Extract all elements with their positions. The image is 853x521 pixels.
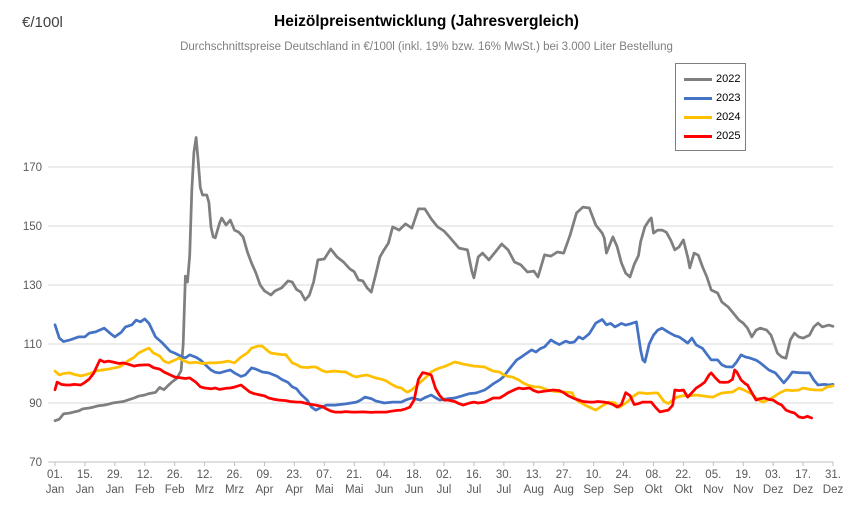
x-axis-tick-label-month: Nov (703, 484, 724, 496)
y-axis-unit-label: €/100l (22, 14, 63, 31)
x-axis-tick-label-day: 19. (735, 469, 751, 481)
legend-item-2025: 2025 (684, 127, 745, 146)
x-axis-tick-label-month: Dez (763, 484, 784, 496)
x-axis-tick-label-day: 12. (197, 469, 213, 481)
x-axis-tick-label-month: Feb (135, 484, 155, 496)
x-axis-tick-label-month: Jun (375, 484, 394, 496)
x-axis-tick-label-month: Sep (583, 484, 603, 496)
x-axis-tick-label-month: Jul (437, 484, 452, 496)
x-axis-tick-label-day: 27. (556, 469, 572, 481)
y-axis-tick-label: 90 (29, 398, 42, 410)
x-axis-tick-label-month: Jan (46, 484, 65, 496)
x-axis-tick-label-day: 17. (795, 469, 811, 481)
x-axis-tick-label-month: Mai (345, 484, 364, 496)
legend-item-2022: 2022 (684, 70, 745, 89)
chart-legend: 2022 2023 2024 2025 (675, 63, 746, 151)
y-axis-tick-label: 130 (23, 280, 42, 292)
x-axis-tick-label-day: 26. (227, 469, 243, 481)
legend-label: 2024 (716, 111, 741, 123)
x-axis-tick-label-day: 07. (316, 469, 332, 481)
x-axis-tick-label-day: 18. (406, 469, 422, 481)
legend-swatch-2023 (684, 96, 712, 101)
x-axis-tick-label-day: 12. (137, 469, 153, 481)
x-axis-tick-label-month: Okt (645, 484, 664, 496)
x-axis-tick-label-day: 05. (705, 469, 721, 481)
x-axis-tick-label-month: Jan (76, 484, 95, 496)
x-axis-tick-label-month: Jul (496, 484, 511, 496)
x-axis-tick-label-month: Feb (165, 484, 185, 496)
legend-item-2024: 2024 (684, 108, 745, 127)
x-axis-tick-label-day: 15. (77, 469, 93, 481)
x-axis-tick-label-day: 02. (436, 469, 452, 481)
x-axis-tick-label-month: Aug (524, 484, 544, 496)
x-axis-tick-label-day: 13. (526, 469, 542, 481)
legend-swatch-2024 (684, 115, 712, 120)
x-axis-tick-label-day: 04. (376, 469, 392, 481)
legend-label: 2023 (716, 92, 741, 104)
x-axis-tick-label-day: 21. (346, 469, 362, 481)
x-axis-tick-label-day: 30. (496, 469, 512, 481)
x-axis-tick-label-month: Dez (823, 484, 844, 496)
x-axis-tick-label-day: 09. (256, 469, 272, 481)
x-axis-tick-label-day: 01. (47, 469, 63, 481)
chart-title: Heizölpreisentwicklung (Jahresvergleich) (274, 13, 579, 30)
x-axis-tick-label-day: 03. (765, 469, 781, 481)
y-axis-tick-label: 170 (23, 162, 42, 174)
x-axis-tick-label-day: 23. (286, 469, 302, 481)
series-line-2022 (53, 136, 835, 423)
x-axis-tick-label-month: Apr (256, 484, 274, 496)
x-axis-tick-label-day: 31. (825, 469, 841, 481)
x-axis-tick-label-month: Sep (613, 484, 633, 496)
x-axis-tick-label-day: 10. (586, 469, 602, 481)
legend-label: 2022 (716, 73, 741, 85)
x-axis-tick-label-month: Dez (793, 484, 814, 496)
x-axis-tick-label-month: Aug (553, 484, 573, 496)
y-axis-tick-label: 110 (24, 339, 42, 351)
y-axis-tick-label: 70 (29, 457, 42, 469)
x-axis-tick-label-month: Jun (405, 484, 424, 496)
legend-swatch-2025 (684, 134, 712, 139)
x-axis-tick-label-month: Apr (285, 484, 303, 496)
x-axis-tick-label-day: 16. (466, 469, 482, 481)
chart-subtitle: Durchschnittspreise Deutschland in €/100… (180, 41, 673, 53)
x-axis-tick-label-month: Jan (106, 484, 125, 496)
y-axis-tick-label: 150 (23, 221, 42, 233)
x-axis-tick-label-day: 29. (107, 469, 123, 481)
x-axis-tick-label-day: 22. (675, 469, 691, 481)
x-axis-tick-label-month: Mrz (225, 484, 244, 496)
series-line-2024 (53, 344, 835, 412)
x-axis-tick-label-day: 24. (616, 469, 632, 481)
legend-swatch-2022 (684, 77, 712, 82)
x-axis-tick-label-month: Mai (315, 484, 334, 496)
series-line-2023 (53, 317, 835, 412)
series-line-2025 (53, 358, 813, 420)
legend-label: 2025 (716, 130, 741, 142)
legend-item-2023: 2023 (684, 89, 745, 108)
x-axis-tick-label-day: 08. (645, 469, 661, 481)
x-axis-tick-label-day: 26. (167, 469, 183, 481)
x-axis-tick-label-month: Okt (674, 484, 693, 496)
x-axis-tick-label-month: Nov (733, 484, 754, 496)
x-axis-tick-label-month: Jul (467, 484, 482, 496)
x-axis-tick-label-month: Mrz (195, 484, 214, 496)
